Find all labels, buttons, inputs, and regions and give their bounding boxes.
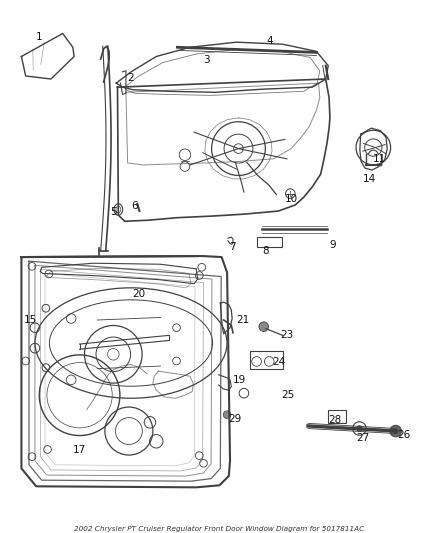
Text: 26: 26 bbox=[396, 430, 410, 440]
Text: 27: 27 bbox=[355, 433, 368, 443]
Text: 28: 28 bbox=[328, 415, 341, 425]
Text: 17: 17 bbox=[73, 446, 86, 456]
Text: 19: 19 bbox=[233, 375, 246, 385]
Bar bbox=[328, 410, 345, 423]
Text: 7: 7 bbox=[228, 242, 235, 252]
Text: 29: 29 bbox=[227, 414, 241, 424]
Text: 10: 10 bbox=[284, 193, 297, 204]
Circle shape bbox=[393, 429, 397, 433]
Text: 14: 14 bbox=[362, 174, 375, 184]
Text: 6: 6 bbox=[131, 201, 138, 212]
Text: 5: 5 bbox=[110, 206, 117, 216]
Bar bbox=[249, 351, 283, 369]
Text: 1: 1 bbox=[36, 32, 42, 42]
Text: 11: 11 bbox=[372, 154, 385, 164]
Text: 8: 8 bbox=[262, 246, 268, 256]
Text: 20: 20 bbox=[132, 289, 145, 300]
Text: 21: 21 bbox=[236, 315, 249, 325]
Text: 2: 2 bbox=[127, 73, 134, 83]
Text: 9: 9 bbox=[328, 240, 335, 250]
Circle shape bbox=[258, 322, 268, 332]
Text: 24: 24 bbox=[271, 358, 284, 367]
Text: 3: 3 bbox=[203, 55, 210, 65]
Circle shape bbox=[356, 426, 361, 431]
Text: 23: 23 bbox=[280, 330, 293, 341]
Circle shape bbox=[389, 425, 400, 437]
Bar bbox=[257, 237, 281, 247]
Circle shape bbox=[223, 411, 230, 418]
Text: 15: 15 bbox=[24, 315, 37, 325]
Text: 25: 25 bbox=[280, 390, 294, 400]
Text: 4: 4 bbox=[266, 36, 273, 46]
Text: 2002 Chrysler PT Cruiser Regulator Front Door Window Diagram for 5017811AC: 2002 Chrysler PT Cruiser Regulator Front… bbox=[74, 526, 364, 532]
